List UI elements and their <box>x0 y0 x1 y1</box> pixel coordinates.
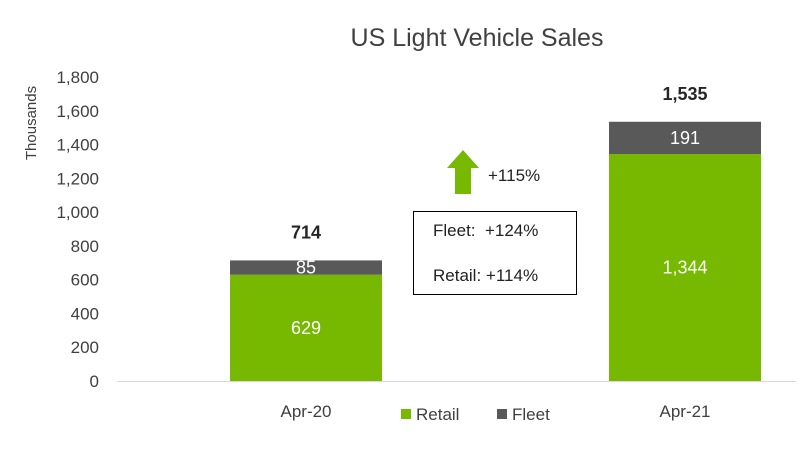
bar-retail <box>609 154 761 381</box>
y-tick-label: 1,800 <box>56 68 99 87</box>
y-axis-label: Thousands <box>23 86 40 160</box>
bar-retail <box>230 274 382 381</box>
legend-swatch <box>401 409 411 419</box>
legend-label: Fleet <box>512 405 550 424</box>
y-tick-label: 1,000 <box>56 203 99 222</box>
y-tick-label: 200 <box>71 338 99 357</box>
bar-fleet <box>230 260 382 275</box>
y-tick-label: 1,200 <box>56 169 99 188</box>
bar-total-label: 714 <box>291 222 321 242</box>
x-tick-label: Apr-21 <box>659 402 710 421</box>
bar-value-label: 629 <box>291 318 321 338</box>
x-tick-label: Apr-20 <box>280 402 331 421</box>
fleet-change-label: Fleet: +124% <box>433 221 539 240</box>
legend-swatch <box>497 409 507 419</box>
legend: Retail Fleet <box>401 405 550 424</box>
y-axis: 0 200 400 600 800 1,000 1,200 1,400 1,600 1,800 <box>56 68 99 391</box>
bar-value-label: 1,344 <box>662 258 707 278</box>
bar-value-label: 85 <box>296 258 316 278</box>
legend-label: Retail <box>416 405 459 424</box>
y-tick-label: 1,600 <box>56 102 99 121</box>
growth-label: +115% <box>488 166 540 185</box>
y-tick-label: 0 <box>90 372 99 391</box>
bar-total-label: 1,535 <box>662 84 707 104</box>
change-breakdown-box: Fleet: +124% Retail: +114% <box>413 211 577 295</box>
y-tick-label: 1,400 <box>56 136 99 155</box>
bar-value-label: 191 <box>670 128 700 148</box>
y-tick-label: 800 <box>71 237 99 256</box>
bars: 629 85 714 1,344 191 1,535 <box>230 84 761 381</box>
bar-fleet <box>609 121 761 155</box>
y-tick-label: 400 <box>71 304 99 323</box>
x-axis: Apr-20 Apr-21 <box>280 402 710 421</box>
retail-change-label: Retail: +114% <box>433 266 539 285</box>
growth-arrow-icon <box>447 150 479 194</box>
y-tick-label: 600 <box>71 271 99 290</box>
chart-title: US Light Vehicle Sales <box>351 24 604 52</box>
